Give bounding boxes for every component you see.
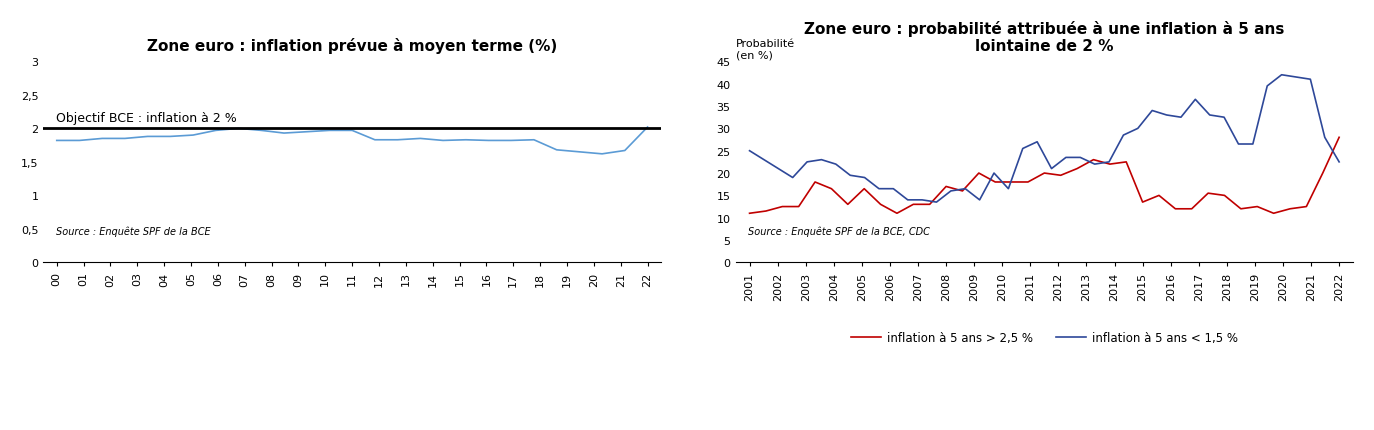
inflation à 5 ans > 2,5 % <box>1298 205 1315 210</box>
inflation à 5 ans < 1,5 % <box>1316 135 1333 141</box>
inflation à 5 ans < 1,5 % <box>798 160 815 165</box>
inflation à 5 ans < 1,5 % <box>1072 156 1088 161</box>
inflation à 5 ans < 1,5 % <box>1187 98 1204 103</box>
inflation à 5 ans > 2,5 % <box>856 187 872 192</box>
Line: inflation à 5 ans > 2,5 %: inflation à 5 ans > 2,5 % <box>750 138 1340 214</box>
inflation à 5 ans < 1,5 % <box>1029 140 1046 145</box>
inflation à 5 ans < 1,5 % <box>856 175 872 181</box>
inflation à 5 ans < 1,5 % <box>1101 160 1117 165</box>
inflation à 5 ans < 1,5 % <box>1245 142 1261 147</box>
Text: Probabilité
(en %): Probabilité (en %) <box>735 39 794 60</box>
inflation à 5 ans < 1,5 % <box>742 149 758 154</box>
inflation à 5 ans > 2,5 % <box>987 180 1003 185</box>
inflation à 5 ans < 1,5 % <box>1287 75 1304 80</box>
Title: Zone euro : inflation prévue à moyen terme (%): Zone euro : inflation prévue à moyen ter… <box>147 38 558 54</box>
inflation à 5 ans > 2,5 % <box>1315 171 1331 176</box>
inflation à 5 ans > 2,5 % <box>1135 200 1151 205</box>
inflation à 5 ans > 2,5 % <box>840 202 856 207</box>
inflation à 5 ans < 1,5 % <box>885 187 901 192</box>
inflation à 5 ans > 2,5 % <box>1020 180 1036 185</box>
Title: Zone euro : probabilité attribuée à une inflation à 5 ans
lointaine de 2 %: Zone euro : probabilité attribuée à une … <box>804 21 1285 54</box>
inflation à 5 ans > 2,5 % <box>938 184 955 190</box>
inflation à 5 ans > 2,5 % <box>807 180 823 185</box>
inflation à 5 ans < 1,5 % <box>1201 113 1217 118</box>
Legend: inflation à 5 ans > 2,5 %, inflation à 5 ans < 1,5 %: inflation à 5 ans > 2,5 %, inflation à 5… <box>846 327 1242 349</box>
inflation à 5 ans > 2,5 % <box>790 205 807 210</box>
inflation à 5 ans < 1,5 % <box>1259 84 1275 89</box>
inflation à 5 ans > 2,5 % <box>889 211 905 216</box>
inflation à 5 ans < 1,5 % <box>1058 156 1074 161</box>
inflation à 5 ans < 1,5 % <box>971 198 988 203</box>
inflation à 5 ans < 1,5 % <box>1043 166 1059 172</box>
inflation à 5 ans < 1,5 % <box>842 173 859 178</box>
Text: Source : Enquête SPF de la BCE, CDC: Source : Enquête SPF de la BCE, CDC <box>747 226 930 237</box>
inflation à 5 ans < 1,5 % <box>1172 115 1189 120</box>
inflation à 5 ans > 2,5 % <box>1265 211 1282 216</box>
inflation à 5 ans < 1,5 % <box>1216 115 1232 120</box>
inflation à 5 ans > 2,5 % <box>1036 171 1052 176</box>
inflation à 5 ans > 2,5 % <box>823 187 840 192</box>
inflation à 5 ans < 1,5 % <box>1303 77 1319 83</box>
inflation à 5 ans > 2,5 % <box>1183 207 1200 212</box>
inflation à 5 ans > 2,5 % <box>1216 194 1232 199</box>
inflation à 5 ans > 2,5 % <box>1331 135 1348 141</box>
inflation à 5 ans < 1,5 % <box>1158 113 1175 118</box>
inflation à 5 ans > 2,5 % <box>757 209 774 214</box>
inflation à 5 ans > 2,5 % <box>970 171 987 176</box>
inflation à 5 ans < 1,5 % <box>929 200 945 205</box>
inflation à 5 ans > 2,5 % <box>1200 191 1216 196</box>
inflation à 5 ans < 1,5 % <box>1230 142 1246 147</box>
inflation à 5 ans < 1,5 % <box>943 189 959 194</box>
inflation à 5 ans < 1,5 % <box>1087 162 1103 167</box>
inflation à 5 ans > 2,5 % <box>1118 160 1135 165</box>
inflation à 5 ans < 1,5 % <box>1116 133 1132 138</box>
inflation à 5 ans < 1,5 % <box>756 158 772 163</box>
inflation à 5 ans > 2,5 % <box>1167 207 1183 212</box>
inflation à 5 ans > 2,5 % <box>1151 194 1168 199</box>
inflation à 5 ans < 1,5 % <box>985 171 1002 176</box>
inflation à 5 ans < 1,5 % <box>785 175 801 181</box>
inflation à 5 ans > 2,5 % <box>1069 166 1085 172</box>
inflation à 5 ans < 1,5 % <box>871 187 888 192</box>
inflation à 5 ans > 2,5 % <box>922 202 938 207</box>
inflation à 5 ans > 2,5 % <box>1249 205 1265 210</box>
inflation à 5 ans > 2,5 % <box>1232 207 1249 212</box>
inflation à 5 ans < 1,5 % <box>827 162 844 167</box>
inflation à 5 ans > 2,5 % <box>774 205 790 210</box>
inflation à 5 ans < 1,5 % <box>958 187 974 192</box>
inflation à 5 ans < 1,5 % <box>1145 109 1161 114</box>
inflation à 5 ans < 1,5 % <box>1274 73 1290 78</box>
inflation à 5 ans > 2,5 % <box>742 211 758 216</box>
inflation à 5 ans < 1,5 % <box>769 166 786 172</box>
inflation à 5 ans > 2,5 % <box>1085 158 1102 163</box>
inflation à 5 ans > 2,5 % <box>1003 180 1020 185</box>
inflation à 5 ans > 2,5 % <box>872 202 889 207</box>
inflation à 5 ans < 1,5 % <box>1331 160 1348 165</box>
inflation à 5 ans < 1,5 % <box>914 198 930 203</box>
inflation à 5 ans < 1,5 % <box>1000 187 1017 192</box>
Line: inflation à 5 ans < 1,5 %: inflation à 5 ans < 1,5 % <box>750 76 1340 203</box>
inflation à 5 ans > 2,5 % <box>905 202 922 207</box>
inflation à 5 ans < 1,5 % <box>1014 147 1030 152</box>
inflation à 5 ans > 2,5 % <box>1102 162 1118 167</box>
Text: Source : Enquête SPF de la BCE: Source : Enquête SPF de la BCE <box>56 226 210 237</box>
inflation à 5 ans > 2,5 % <box>1052 173 1069 178</box>
inflation à 5 ans > 2,5 % <box>954 189 970 194</box>
inflation à 5 ans > 2,5 % <box>1282 207 1298 212</box>
inflation à 5 ans < 1,5 % <box>900 198 916 203</box>
inflation à 5 ans < 1,5 % <box>1129 126 1146 132</box>
Text: Objectif BCE : inflation à 2 %: Objectif BCE : inflation à 2 % <box>56 111 236 124</box>
inflation à 5 ans < 1,5 % <box>813 158 830 163</box>
